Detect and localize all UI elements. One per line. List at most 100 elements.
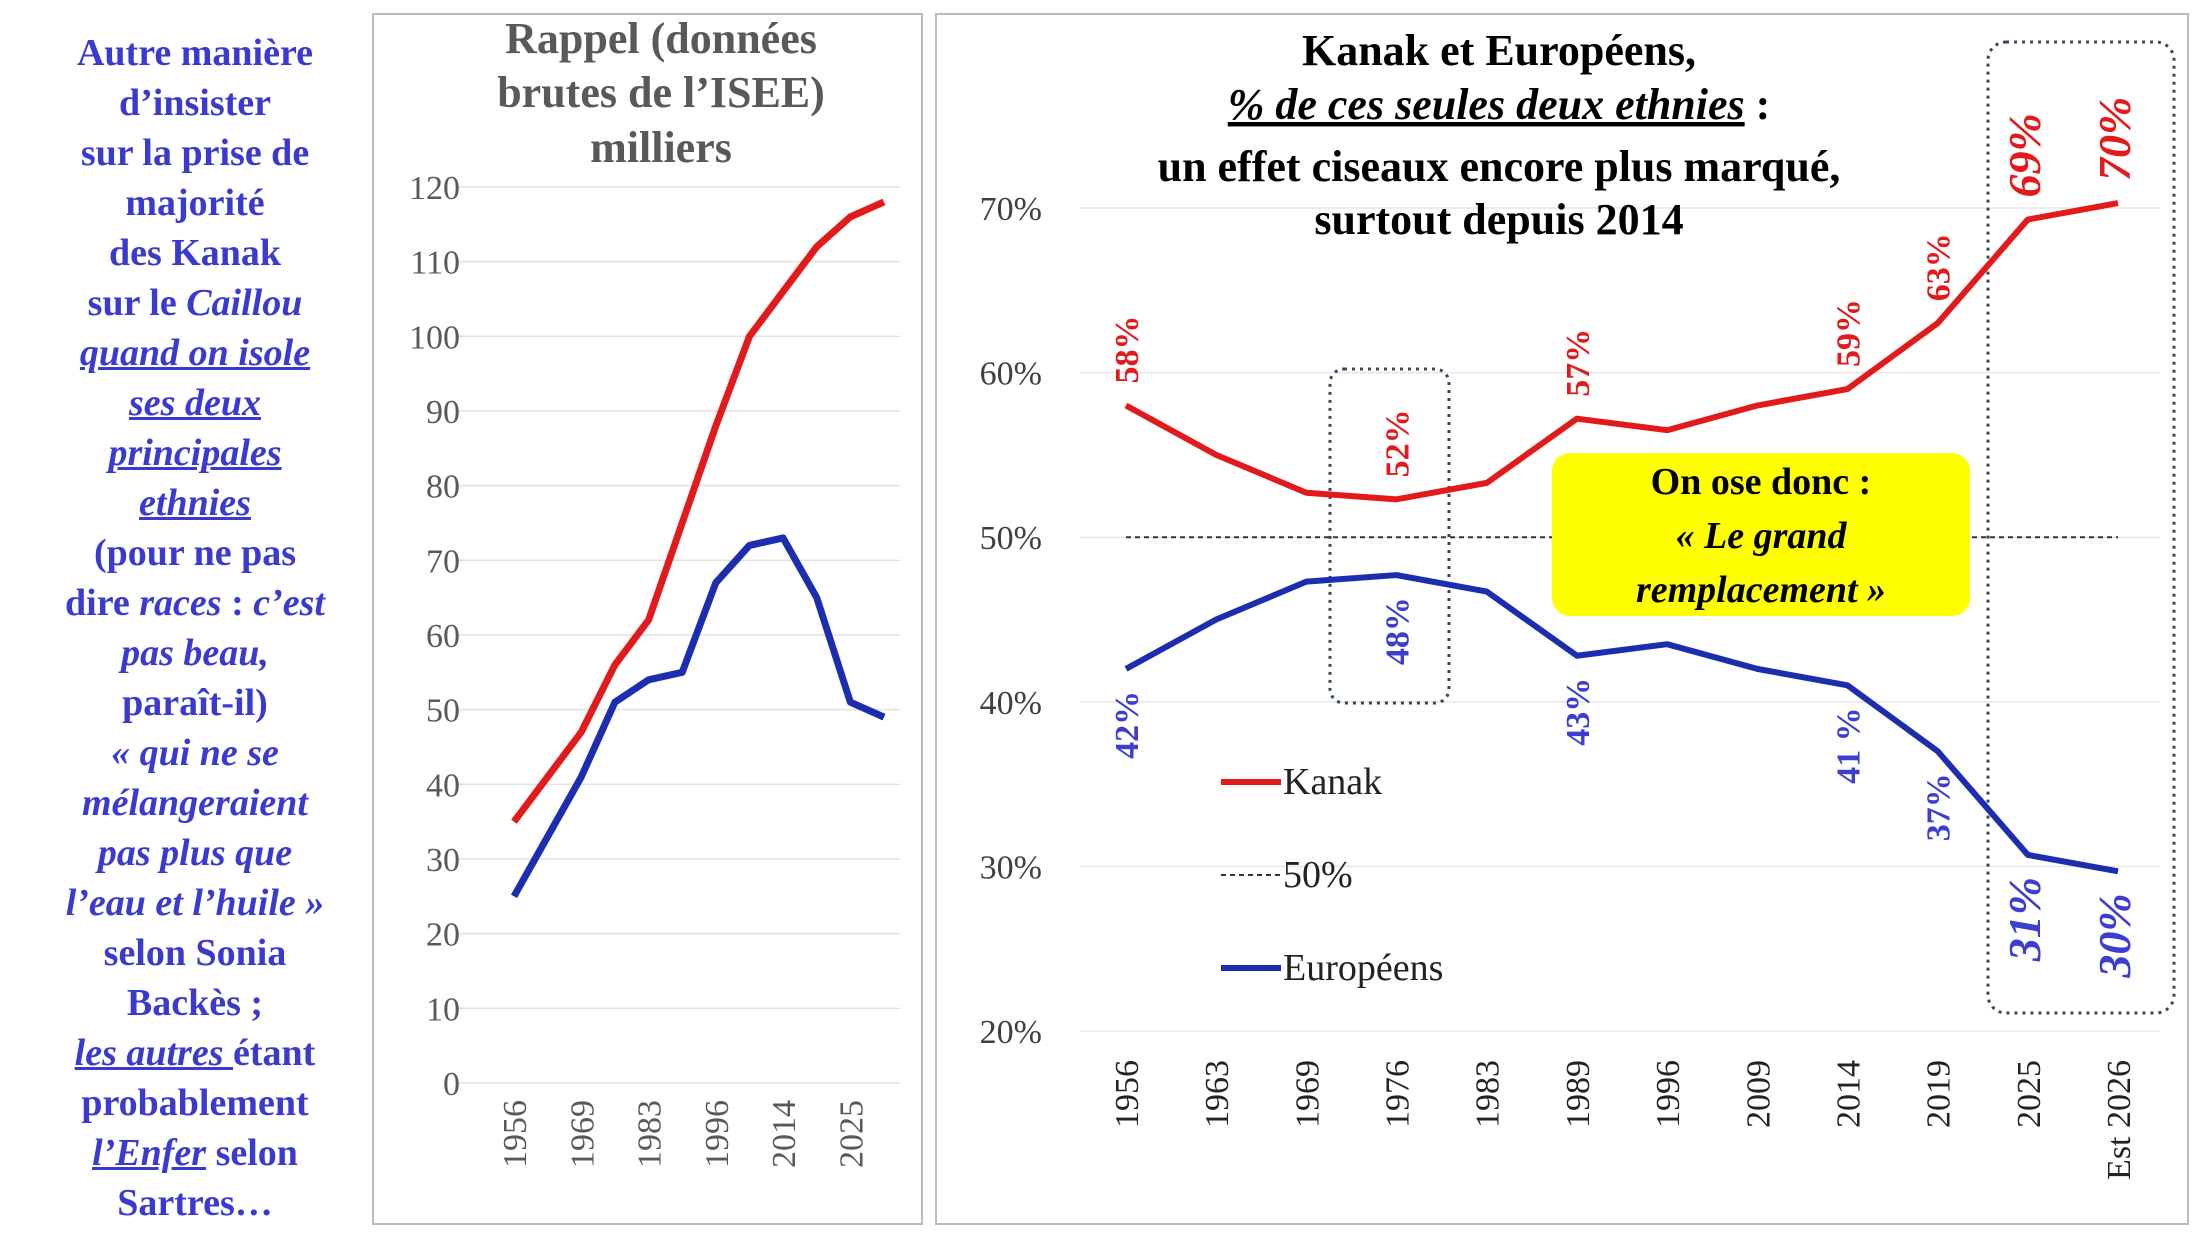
data-label: 31% — [1999, 877, 2050, 962]
commentary-text: ses deux — [129, 382, 261, 424]
y-tick-label: 70% — [980, 191, 1042, 228]
chart-title: surtout depuis 2014 — [1314, 195, 1683, 244]
commentary-text: c’est — [253, 582, 325, 624]
commentary-line: principales — [0, 428, 390, 478]
commentary-text: Backès ; — [126, 982, 264, 1024]
commentary-text: des Kanak — [108, 232, 282, 274]
commentary-line: sur le Caillou — [0, 278, 390, 328]
commentary-text: selon Sonia — [103, 932, 287, 974]
y-tick-label: 10 — [426, 991, 460, 1028]
data-label: 42% — [1109, 691, 1146, 759]
y-tick-label: 40 — [426, 767, 460, 804]
data-label: 59% — [1830, 299, 1867, 367]
y-tick-label: 80 — [426, 469, 460, 506]
legend-label-kanak: Kanak — [1283, 761, 1382, 803]
chart-frame — [935, 13, 2189, 1225]
commentary-line: l’Enfer selon — [0, 1128, 390, 1178]
commentary-text: Caillou — [186, 282, 303, 324]
y-tick-label: 30 — [426, 842, 460, 879]
y-tick-label: 90 — [426, 394, 460, 431]
title-part: : — [1745, 80, 1771, 129]
commentary-text: pas plus que — [97, 832, 293, 874]
data-label: 43% — [1560, 678, 1597, 746]
chart-frame — [372, 13, 923, 1225]
chart-title: Rappel (données — [505, 14, 817, 63]
x-tick-label: 2009 — [1740, 1060, 1777, 1128]
x-tick-label: 1976 — [1380, 1060, 1417, 1128]
x-tick-label: 1969 — [564, 1100, 601, 1168]
highlight-box-2025 — [1986, 40, 2176, 1015]
commentary-text: : — [221, 582, 254, 624]
x-tick-label: 1983 — [632, 1100, 669, 1168]
legend-label-europeens: Européens — [1283, 947, 1443, 989]
x-tick-label: 1983 — [1470, 1060, 1507, 1128]
commentary-text: paraît-il) — [122, 682, 268, 724]
commentary-line: l’eau et l’huile » — [0, 878, 390, 928]
commentary-line: mélangeraient — [0, 778, 390, 828]
commentary-line: (pour ne pas — [0, 528, 390, 578]
series-line-kanak — [1124, 200, 2119, 503]
chart-title: milliers — [590, 123, 732, 172]
commentary-line: Backès ; — [0, 978, 390, 1028]
commentary-text: l’Enfer — [92, 1132, 207, 1174]
commentary-text: probablement — [81, 1082, 309, 1124]
commentary-line: les autres étant — [0, 1028, 390, 1078]
commentary-line: des Kanak — [0, 228, 390, 278]
commentary-line: Autre manière — [0, 28, 390, 78]
chart-title: Kanak et Européens, — [1302, 26, 1696, 75]
commentary-line: quand on isole — [0, 328, 390, 378]
highlight-box-1976 — [1328, 367, 1451, 705]
commentary-line: pas beau, — [0, 628, 390, 678]
side-commentary: Autre manière d’insister sur la prise de ma… — [0, 28, 390, 1228]
x-tick-label: 1956 — [497, 1100, 534, 1168]
y-tick-label: 110 — [410, 245, 460, 282]
commentary-text: (pour ne pas — [93, 532, 297, 574]
x-tick-label: 1969 — [1289, 1060, 1326, 1128]
commentary-text: selon — [206, 1132, 298, 1174]
data-label: 30% — [2089, 893, 2140, 978]
series-line-europeens — [510, 534, 886, 899]
commentary-text: pas beau, — [121, 632, 269, 674]
commentary-line: ethnies — [0, 478, 390, 528]
annotation-text: remplacement » — [1636, 569, 1886, 611]
commentary-text: les autres — [74, 1032, 234, 1074]
commentary-text: races — [139, 582, 222, 624]
commentary-text: Autre manière — [76, 32, 314, 74]
commentary-text: d’insister — [119, 82, 271, 124]
x-tick-label: 1996 — [1650, 1060, 1687, 1128]
x-tick-label: 1989 — [1560, 1060, 1597, 1128]
y-tick-label: 20 — [426, 917, 460, 954]
commentary-text: sur la prise de — [80, 132, 310, 174]
x-tick-label: 1963 — [1199, 1060, 1236, 1128]
commentary-line: sur la prise de — [0, 128, 390, 178]
data-label: 63% — [1921, 233, 1958, 301]
commentary-text: Sartres… — [117, 1182, 273, 1224]
data-label: 52% — [1380, 409, 1417, 477]
commentary-text: mélangeraient — [82, 782, 308, 824]
annotation-box — [1552, 453, 1970, 616]
y-tick-label: 100 — [409, 319, 460, 356]
commentary-line: pas plus que — [0, 828, 390, 878]
x-tick-label: Est 2026 — [2101, 1060, 2138, 1180]
chart-title: un effet ciseaux encore plus marqué, — [1158, 142, 1841, 191]
data-label: 57% — [1560, 329, 1597, 397]
data-label: 69% — [1999, 113, 2050, 197]
commentary-line: ses deux — [0, 378, 390, 428]
x-tick-label: 1956 — [1109, 1060, 1146, 1128]
chart-title: brutes de l’ISEE) — [497, 68, 825, 117]
commentary-text: dire — [65, 582, 140, 624]
series-line-europeens — [1124, 572, 2119, 875]
x-tick-label: 2014 — [1830, 1060, 1867, 1128]
y-tick-label: 60% — [980, 356, 1042, 393]
y-tick-label: 50 — [426, 693, 460, 730]
commentary-line: d’insister — [0, 78, 390, 128]
y-tick-label: 20% — [980, 1014, 1042, 1051]
commentary-text: ethnies — [139, 482, 251, 524]
annotation-text: On ose donc : — [1651, 461, 1872, 503]
annotation-text: « Le grand — [1676, 515, 1848, 557]
commentary-text: quand on isole — [79, 332, 311, 374]
data-label: 48% — [1380, 597, 1417, 665]
y-tick-label: 40% — [980, 685, 1042, 722]
chart-title: % de ces seules deux ethnies : — [1228, 80, 1771, 129]
